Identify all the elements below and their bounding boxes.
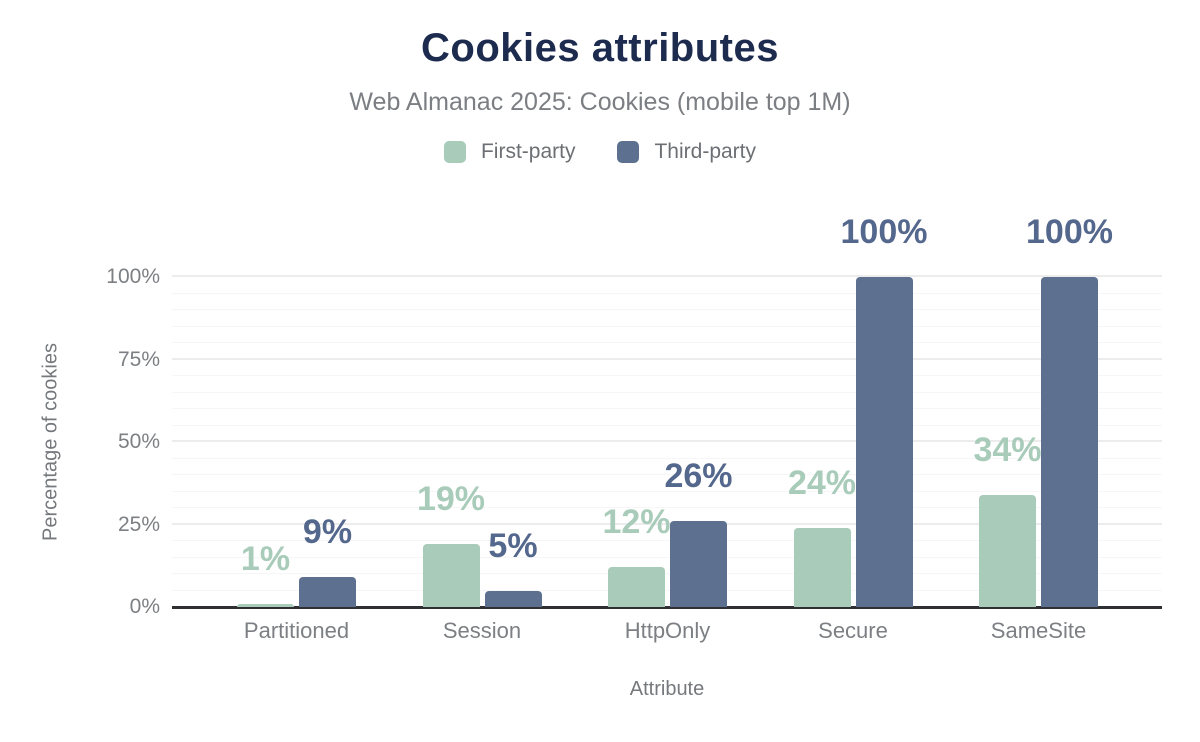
y-tick-label: 0% (129, 595, 160, 618)
bar-value-label: 34% (973, 430, 1042, 469)
bar-third-party-session[interactable] (484, 590, 542, 607)
gridline-minor (172, 540, 1162, 541)
bar-value-label: 19% (416, 480, 486, 519)
gridline-minor (172, 309, 1162, 310)
bar-first-party-partitioned[interactable] (237, 603, 294, 607)
bar-value-label: 26% (664, 457, 733, 496)
chart-subtitle: Web Almanac 2025: Cookies (mobile top 1M… (349, 88, 851, 116)
y-tick-label: 100% (106, 265, 160, 288)
chart-legend: First-party Third-party (0, 140, 1200, 164)
y-tick-label: 75% (117, 347, 160, 371)
bar-first-party-samesite[interactable] (979, 494, 1036, 607)
x-category-label-secure: Secure (818, 618, 888, 643)
legend-item-third-party[interactable]: Third-party (617, 140, 756, 164)
gridline-minor (172, 424, 1162, 426)
gridline-major (172, 522, 1162, 525)
gridline-minor (172, 573, 1162, 574)
x-category-label-session: Session (442, 618, 522, 643)
gridline-major (172, 357, 1162, 360)
bar-third-party-httponly[interactable] (670, 521, 727, 607)
first-party-swatch-icon (443, 141, 466, 163)
legend-label-third-party: Third-party (654, 140, 757, 163)
y-tick-label: 25% (117, 512, 160, 536)
bar-third-party-samesite[interactable] (1041, 277, 1098, 607)
bar-first-party-httponly[interactable] (608, 567, 665, 607)
bar-third-party-secure[interactable] (855, 277, 913, 607)
gridline-minor (172, 342, 1162, 343)
y-axis-title: Percentage of cookies (39, 343, 62, 541)
bar-value-label: 24% (787, 463, 857, 502)
gridline-minor (172, 325, 1162, 327)
legend-label-first-party: First-party (480, 140, 576, 163)
gridline-minor (172, 589, 1162, 591)
gridline-major (172, 275, 1162, 277)
bar-value-label: 100% (1026, 213, 1113, 251)
third-party-swatch-icon (617, 141, 640, 163)
bar-first-party-session[interactable] (422, 544, 480, 607)
bar-value-label: 5% (488, 526, 538, 565)
legend-item-first-party[interactable]: First-party (443, 140, 576, 164)
x-category-label-httponly: HttpOnly (624, 618, 711, 643)
gridline-minor (172, 474, 1162, 475)
y-tick-label: 50% (117, 430, 160, 453)
plot-area: 0% 25% 50% 75% 100% 1% 9% Partitioned 19% 5% Sessi… (106, 215, 1162, 643)
bar-first-party-secure[interactable] (793, 527, 851, 607)
bar-value-label: 12% (602, 503, 671, 542)
chart-title: Cookies attributes (421, 26, 779, 70)
gridline-minor (172, 375, 1162, 376)
gridline-minor (172, 457, 1162, 459)
x-axis-title: Attribute (629, 678, 705, 700)
x-axis-line (172, 606, 1162, 609)
bar-value-label: 100% (840, 213, 928, 251)
gridline-minor (172, 490, 1162, 492)
gridline-minor (172, 507, 1162, 508)
x-category-label-partitioned: Partitioned (243, 618, 350, 643)
gridline-minor (172, 292, 1162, 294)
gridline-minor (172, 391, 1162, 393)
bar-value-label: 1% (240, 539, 291, 578)
bar-value-label: 9% (302, 513, 353, 552)
x-category-label-samesite: SameSite (990, 618, 1087, 643)
gridline-minor (172, 556, 1162, 558)
bar-third-party-partitioned[interactable] (299, 577, 356, 607)
gridline-minor (172, 408, 1162, 409)
gridline-major (172, 440, 1162, 442)
